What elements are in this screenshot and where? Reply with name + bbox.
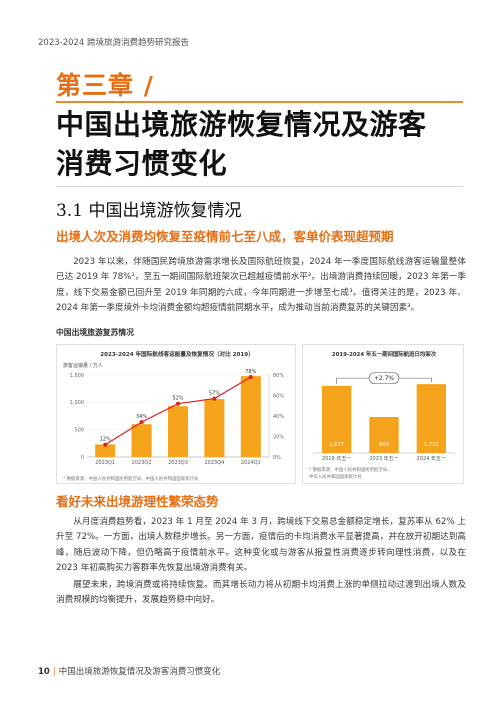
chart-right-title: 2019-2024 年五一期间国际航班日均架次 (332, 350, 437, 358)
sub-heading-outlook: 看好未来出境游理性繁荣态势 (56, 494, 219, 509)
chapter-title-line-1: 中国出境旅游恢复情况及游客 (56, 108, 427, 141)
chart-flights-may-day-svg: 2019-2024 年五一期间国际航班日均架次 1,677 900 1,722 +2… (309, 350, 455, 480)
chart-right-value-label: 1,722 (424, 442, 439, 448)
header-title: 2023-2024 跨境旅游消费趋势研究报告 (38, 38, 190, 48)
chart-right-bar (416, 384, 447, 453)
chart-right-value-label: 1,677 (329, 442, 344, 448)
chart-left-bar (240, 376, 261, 457)
chart-left-recovery-label: 52% (172, 396, 183, 402)
chapter-title-line-2: 消费习惯变化 (56, 147, 228, 180)
chart-passenger-volume-svg: 2023-2024 年国际航线客运能量及恢复情况（对比 2019） 旅客运输量 … (63, 350, 284, 482)
chart-right-annotation: +2.7% (374, 375, 395, 382)
title-divider (56, 101, 463, 103)
footer: 10 | 中国出境旅游恢复情况及游客消费习惯变化 (38, 665, 220, 677)
page-number: 10 (38, 667, 50, 677)
chapter-label: 第三章 / (56, 71, 154, 100)
chart-left-recovery-label: 34% (136, 414, 147, 420)
chart-left-ytick-right: 0% (273, 455, 281, 461)
chart-left-xtick: 2024Q1 (241, 460, 261, 466)
figure-caption: 中国出境旅游复苏情况 (56, 328, 134, 337)
section-heading: 3.1 中国出境游恢复情况 (56, 201, 242, 221)
chart-left-xtick: 2023Q3 (168, 460, 188, 466)
paragraph-recovery: 2023 年以来，伴随国民跨境旅游需求增长及国际航班恢复，2024 年一季度国际… (56, 257, 466, 314)
footer-chapter-title: 中国出境旅游恢复情况及游客消费习惯变化 (58, 667, 221, 677)
chart-left-recovery-point (103, 442, 108, 447)
chart-left-bar (131, 424, 152, 457)
chart-left-recovery-label: 57% (209, 391, 220, 397)
chart-left-recovery-point (176, 401, 180, 406)
chart-left-title: 2023-2024 年国际航线客运能量及恢复情况（对比 2019） (100, 350, 254, 358)
chart-left-recovery-label: 12% (100, 437, 111, 443)
chart-left-ytick-right: 20% (273, 434, 284, 440)
chart-left-ytick: 1,500 (70, 373, 84, 379)
chart-left-ylabel: 旅客运输量 / 万人 (63, 362, 103, 369)
chart-left-ytick-right: 40% (273, 414, 284, 420)
chart-left-bar (204, 399, 225, 457)
paragraph-monthly-trend: 从月度消费趋势看，2023 年 1 月至 2024 年 3 月，跨境线下交易总金… (56, 517, 466, 574)
chart-right-value-label: 900 (379, 442, 389, 448)
chart-right-source-2: 中华人民共和国国家统计局 (309, 473, 362, 480)
paragraph-outlook: 展望未来，跨境消费或将持续恢复。而其增长动力将从初期卡均消费上涨的单侧拉动过渡到… (56, 580, 466, 606)
chart-left-xtick: 2023Q1 (95, 460, 115, 466)
chart-left-recovery-label: 78% (245, 369, 256, 375)
section-divider (56, 186, 463, 187)
chart-left-xtick: 2023Q2 (132, 460, 152, 466)
chart-left-bar (95, 444, 116, 457)
chart-right-source-1: * 数据来源：中国人民共和国民用航空局、 (309, 466, 392, 473)
chart-right-xtick: 2023 年五一 (369, 455, 398, 462)
chart-left-bar (167, 406, 189, 457)
chart-right-bar (369, 417, 399, 453)
chart-left-recovery-point (248, 375, 253, 380)
chart-left-xtick: 2023Q4 (204, 460, 224, 466)
chart-left-recovery-point (139, 420, 144, 425)
footer-separator: | (52, 667, 56, 677)
chart-left-source: * 数据来源：中国人民共和国民用航空局、中国人民共和国国家统计局 (63, 475, 198, 482)
chart-right-bar (321, 385, 352, 453)
chart-left-recovery-point (212, 396, 217, 401)
chart-right-annotation-pill (368, 372, 400, 384)
chart-left-ytick: 500 (74, 427, 84, 433)
chart-right-xtick: 2024 年五一 (417, 455, 446, 462)
chart-left-ytick-right: 80% (273, 373, 284, 379)
chart-left-ytick: 0 (81, 455, 84, 461)
chart-passenger-volume: 2023-2024 年国际航线客运能量及恢复情况（对比 2019） 旅客运输量 … (56, 344, 296, 484)
chart-right-xtick: 2019 年五一 (322, 455, 351, 462)
chart-left-ytick-right: 60% (273, 393, 284, 399)
chart-flights-may-day: 2019-2024 年五一期间国际航班日均架次 1,677 900 1,722 +2… (302, 344, 464, 484)
chart-left-ytick: 1,000 (70, 400, 84, 406)
sub-heading-recovery: 出境人次及消费均恢复至疫情前七至八成，客单价表现超预期 (56, 229, 394, 244)
